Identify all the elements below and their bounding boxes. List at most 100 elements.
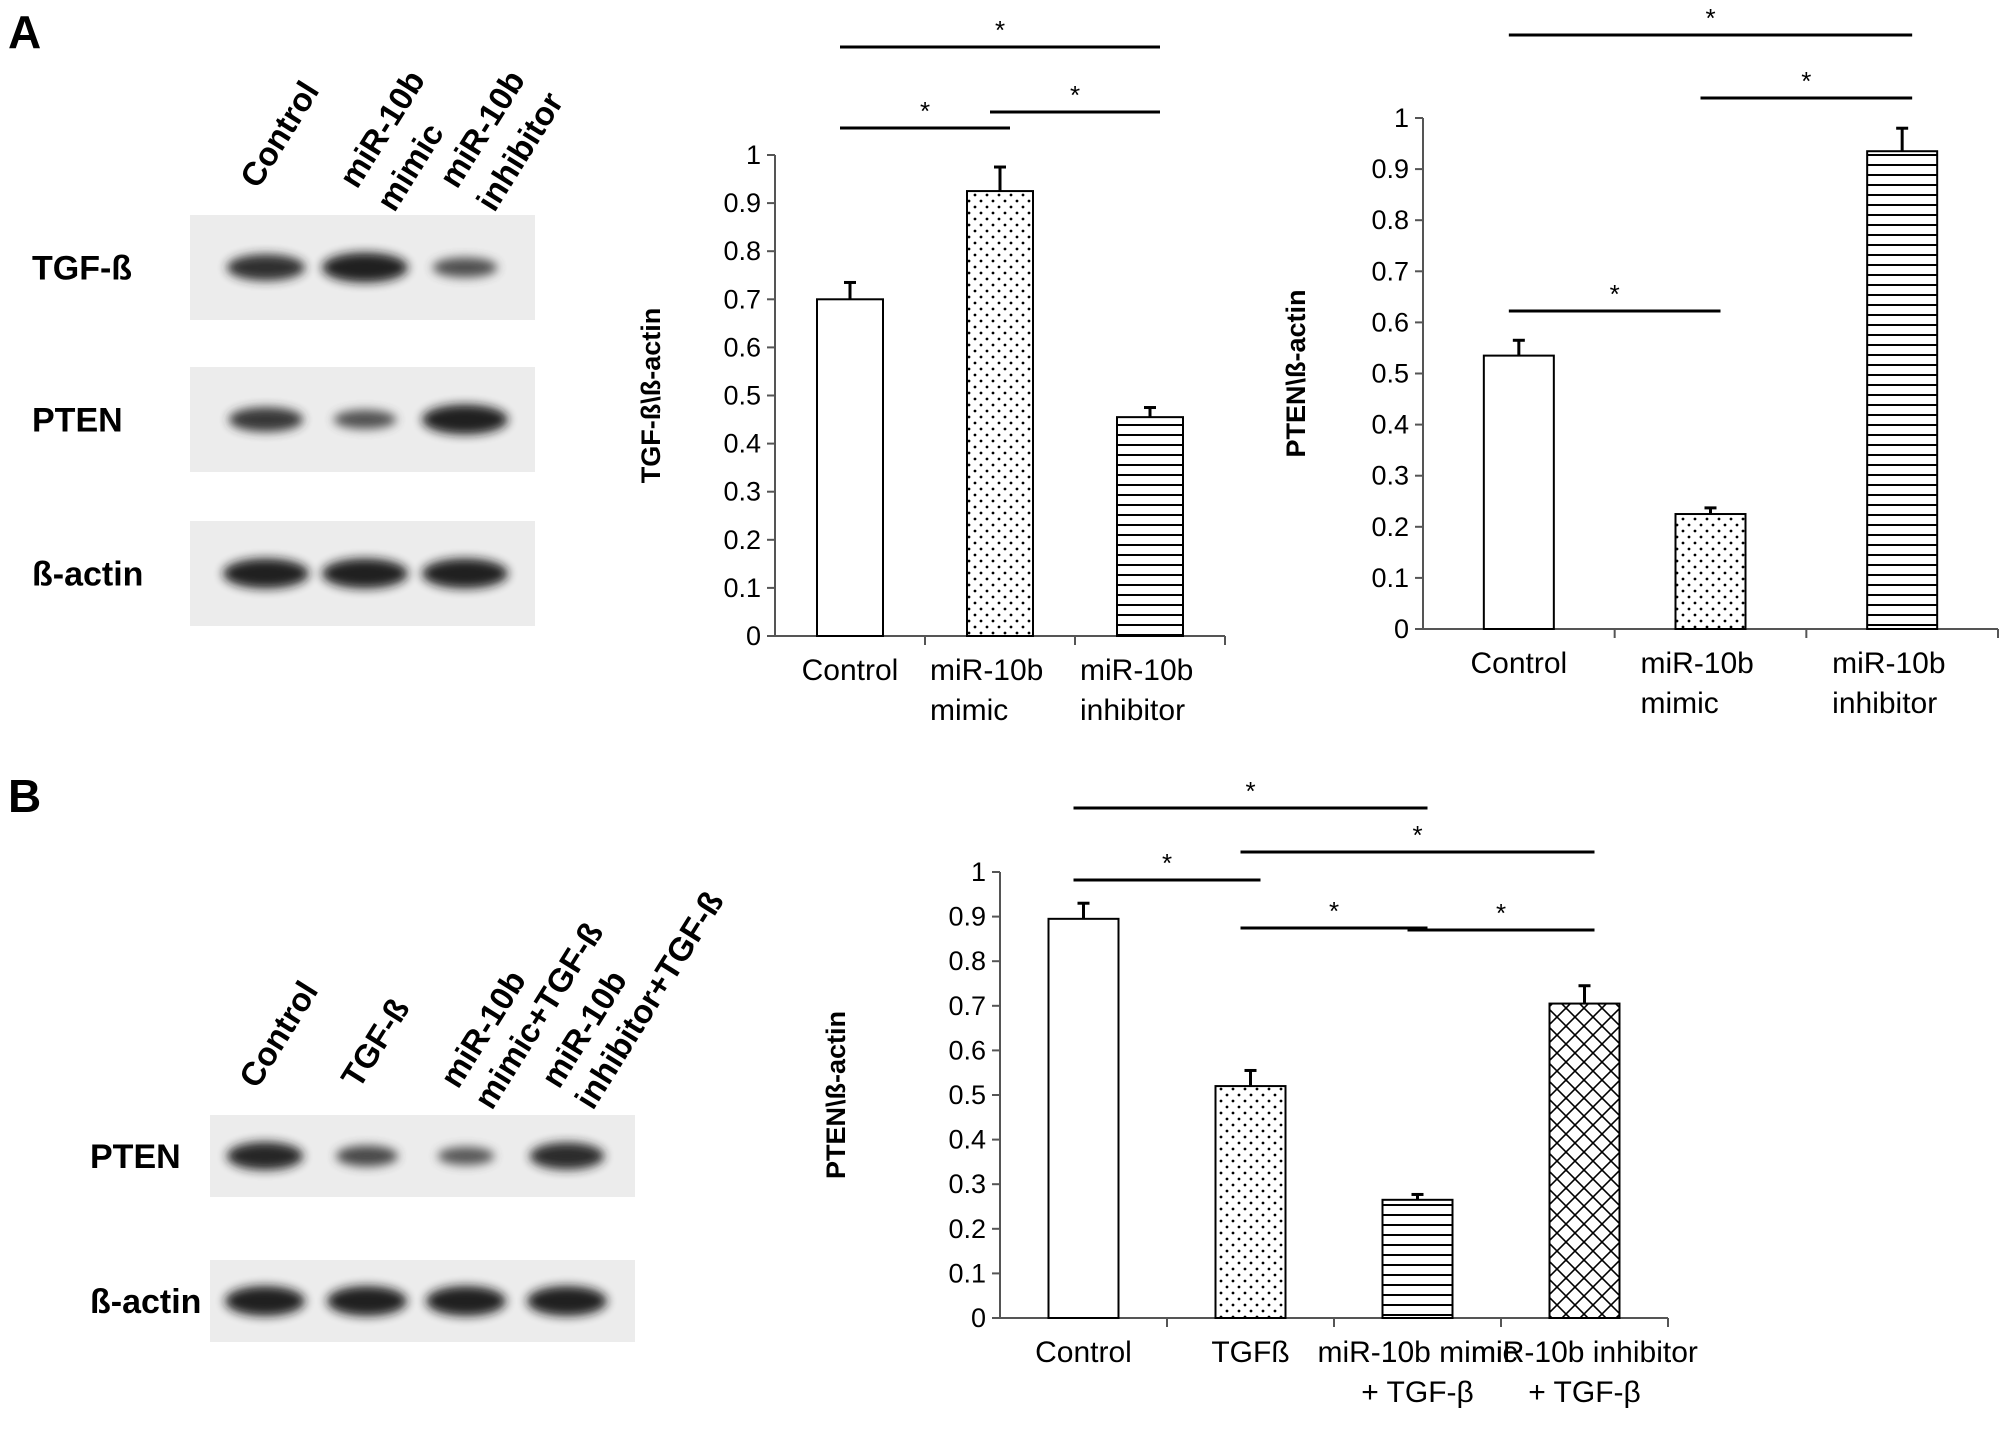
y-tick-label: 0.1 xyxy=(723,573,761,603)
panel-label-a: A xyxy=(8,6,41,58)
y-tick-label: 0.6 xyxy=(948,1035,986,1065)
y-axis-label: PTEN\ß-actin xyxy=(821,1011,851,1179)
bar-2 xyxy=(1866,150,1939,630)
y-tick-label: 0.3 xyxy=(723,477,761,507)
blot-band xyxy=(336,1145,398,1167)
significance-star: * xyxy=(920,96,930,126)
bar-2 xyxy=(1116,416,1184,637)
x-category-label: miR-10b inhibitor + TGF-β xyxy=(1471,1336,1698,1409)
bar-1 xyxy=(966,190,1034,637)
significance-star: * xyxy=(1801,66,1811,96)
blot-row-label: ß-actin xyxy=(32,556,143,594)
significance-star: * xyxy=(1245,776,1255,806)
bar-1 xyxy=(1214,1085,1287,1319)
panel-label-b: B xyxy=(8,770,41,822)
blot-band xyxy=(333,409,397,430)
significance-star: * xyxy=(1329,896,1339,926)
y-tick-label: 0.8 xyxy=(1371,205,1409,235)
y-tick-label: 0.6 xyxy=(1371,307,1409,337)
blot-lane-label: TGF-ß xyxy=(334,992,417,1094)
bar-chart-pten-b: 0 0.1 0.2 0.3 0.4 0.5 0.6 0.7 0.8 0.9 1 PTEN\ß-acti… xyxy=(821,776,1698,1409)
blot-row-0: TGF-ß xyxy=(32,215,535,320)
blot-band xyxy=(226,254,306,281)
y-tick-label: 0.9 xyxy=(948,902,986,932)
bar-1 xyxy=(1674,513,1747,631)
blot-row-1: PTEN xyxy=(32,367,535,472)
blot-lane-label: Control xyxy=(232,975,326,1094)
significance-star: * xyxy=(1610,279,1620,309)
y-tick-label: 0 xyxy=(971,1303,986,1333)
blot-band xyxy=(437,1146,495,1166)
y-tick-label: 0.4 xyxy=(1371,410,1409,440)
y-tick-label: 0.3 xyxy=(1371,461,1409,491)
blot-lane-label: miR-10bmimic xyxy=(332,64,470,217)
y-tick-label: 0.2 xyxy=(948,1214,986,1244)
x-category-label: Control xyxy=(1035,1336,1132,1369)
y-tick-label: 0.9 xyxy=(723,188,761,218)
blot-band xyxy=(228,407,304,432)
y-tick-label: 0.8 xyxy=(948,946,986,976)
blot-lane-label: miR-10binhibitor xyxy=(432,62,571,217)
y-tick-label: 0.7 xyxy=(1371,256,1409,286)
blot-row-0: PTEN xyxy=(90,1115,635,1197)
significance-star: * xyxy=(1496,898,1506,928)
bar-0 xyxy=(1047,917,1120,1320)
blot-band xyxy=(322,252,408,283)
y-tick-label: 0.8 xyxy=(723,236,761,266)
bar-0 xyxy=(1482,354,1555,630)
significance-star: * xyxy=(1162,848,1172,878)
y-tick-label: 0 xyxy=(746,621,761,651)
y-axis-label: PTEN\ß-actin xyxy=(1281,289,1311,457)
blot-band xyxy=(322,558,408,589)
x-category-label: miR-10b mimic xyxy=(930,654,1043,727)
y-tick-label: 0.2 xyxy=(1371,512,1409,542)
bar-3 xyxy=(1548,1002,1621,1319)
bar-chart-tgfb-a: 0 0.1 0.2 0.3 0.4 0.5 0.6 0.7 0.8 0.9 1 TGF-ß\ß-act… xyxy=(636,15,1226,727)
y-tick-label: 0 xyxy=(1394,614,1409,644)
bar-chart-pten-a: 0 0.1 0.2 0.3 0.4 0.5 0.6 0.7 0.8 0.9 1 PTEN\ß-acti… xyxy=(1281,3,1999,720)
y-tick-label: 1 xyxy=(746,140,761,170)
y-tick-label: 0.3 xyxy=(948,1169,986,1199)
y-tick-label: 1 xyxy=(1394,103,1409,133)
bar-2 xyxy=(1381,1198,1454,1320)
x-category-label: Control xyxy=(1470,647,1567,680)
y-tick-label: 0.1 xyxy=(948,1258,986,1288)
y-axis-label: TGF-ß\ß-actin xyxy=(636,308,666,483)
y-tick-label: 0.2 xyxy=(723,525,761,555)
blot-band xyxy=(226,1141,304,1171)
bar-0 xyxy=(816,298,884,637)
y-tick-label: 0.5 xyxy=(1371,359,1409,389)
blot-band xyxy=(422,404,508,435)
blot-row-label: PTEN xyxy=(32,402,123,440)
western-blot-a: TGF-ß PTEN ß-actin Control miR-10bmimicmiR-1… xyxy=(32,62,571,626)
x-category-label: miR-10b inhibitor xyxy=(1832,647,1945,720)
blot-band xyxy=(327,1286,407,1316)
y-tick-label: 0.9 xyxy=(1371,154,1409,184)
blot-row-1: ß-actin xyxy=(90,1260,635,1342)
y-tick-label: 0.5 xyxy=(723,381,761,411)
x-category-label: miR-10b mimic + TGF-β xyxy=(1317,1336,1517,1409)
blot-row-label: PTEN xyxy=(90,1138,181,1176)
blot-band xyxy=(426,1286,506,1316)
blot-row-2: ß-actin xyxy=(32,521,535,626)
blot-row-label: ß-actin xyxy=(90,1283,201,1321)
y-tick-label: 0.7 xyxy=(723,284,761,314)
x-category-label: TGFß xyxy=(1211,1336,1289,1369)
y-tick-label: 0.1 xyxy=(1371,563,1409,593)
blot-band xyxy=(529,1142,605,1170)
y-tick-label: 1 xyxy=(971,857,986,887)
blot-band xyxy=(527,1286,607,1316)
x-category-label: miR-10b inhibitor xyxy=(1080,654,1193,727)
y-tick-label: 0.4 xyxy=(948,1125,986,1155)
significance-star: * xyxy=(1705,3,1715,33)
blot-band xyxy=(225,1286,305,1316)
blot-band xyxy=(422,558,508,589)
y-tick-label: 0.6 xyxy=(723,332,761,362)
y-tick-label: 0.7 xyxy=(948,991,986,1021)
y-tick-label: 0.4 xyxy=(723,429,761,459)
significance-star: * xyxy=(1412,820,1422,850)
blot-band xyxy=(432,257,498,278)
blot-band xyxy=(223,558,309,589)
